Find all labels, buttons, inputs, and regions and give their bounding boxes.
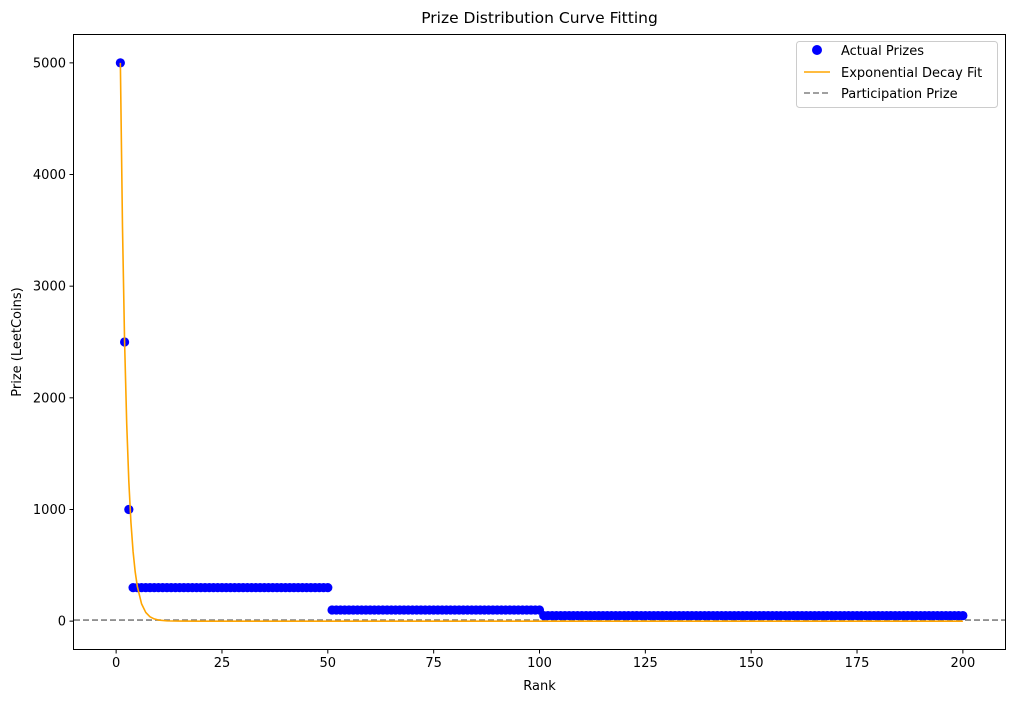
legend-label-actual-prizes: Actual Prizes — [841, 44, 924, 59]
x-tick-label: 125 — [633, 656, 658, 671]
y-tick-label: 0 — [58, 615, 66, 630]
legend-label-participation-prize: Participation Prize — [841, 87, 958, 102]
x-axis-label: Rank — [523, 679, 556, 694]
y-tick-label: 4000 — [33, 168, 66, 183]
plot-frame — [73, 34, 1006, 650]
legend-box — [796, 41, 998, 108]
legend-label-exponential-decay-fit: Exponential Decay Fit — [841, 66, 982, 81]
x-tick-label: 150 — [739, 656, 764, 671]
y-tick-label: 1000 — [33, 503, 66, 518]
y-tick-label: 2000 — [33, 391, 66, 406]
x-tick-label: 200 — [950, 656, 975, 671]
legend: Actual Prizes Exponential Decay Fit Part… — [796, 41, 998, 108]
x-tick-label: 50 — [320, 656, 337, 671]
x-tick-label: 75 — [425, 656, 442, 671]
chart-title: Prize Distribution Curve Fitting — [421, 9, 658, 27]
y-axis-label: Prize (LeetCoins) — [10, 287, 25, 396]
legend-marker-actual-prizes — [812, 45, 822, 55]
x-tick-label: 25 — [214, 656, 231, 671]
x-tick-label: 0 — [112, 656, 120, 671]
actual-prize-point — [323, 583, 333, 593]
y-tick-label: 3000 — [33, 280, 66, 295]
actual-prize-point — [958, 610, 968, 621]
exponential-decay-fit-line — [119, 62, 963, 622]
actual-prize-point — [124, 504, 134, 515]
x-tick-label: 100 — [527, 656, 552, 671]
y-tick-label: 5000 — [33, 56, 66, 71]
x-tick-label: 175 — [845, 656, 870, 671]
